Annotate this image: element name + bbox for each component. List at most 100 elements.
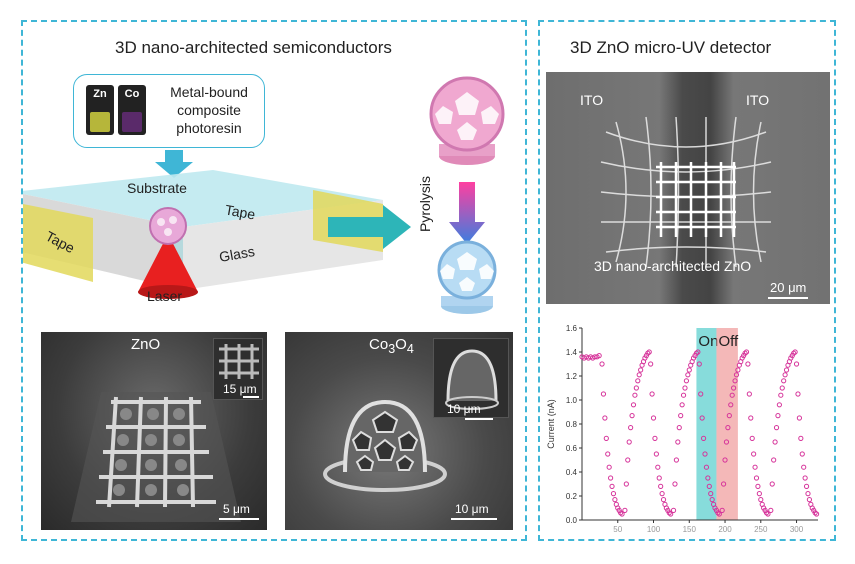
zn-liquid: [90, 112, 110, 132]
laser-label: Laser: [147, 288, 183, 304]
y-tick-label: 1.6: [566, 324, 578, 333]
data-point: [803, 483, 810, 489]
x-tick-label: 200: [718, 525, 732, 534]
data-point: [685, 372, 691, 378]
laser-cone: [138, 234, 198, 292]
zno-inset-scale-bar: [243, 396, 259, 398]
data-point: [600, 391, 607, 397]
data-point: [706, 483, 712, 489]
data-point: [686, 367, 692, 373]
co3o4-label-sub1: 3: [388, 342, 396, 356]
data-point: [680, 392, 687, 398]
data-point: [612, 497, 618, 503]
data-point: [802, 475, 808, 481]
data-point: [776, 402, 782, 408]
co3o4-dome: [323, 399, 447, 492]
substrate-label: Substrate: [127, 180, 187, 196]
zn-vial: Zn: [86, 85, 114, 135]
band-label-on: On: [698, 333, 718, 350]
zno-label: ZnO: [131, 336, 161, 353]
data-point: [603, 435, 609, 442]
data-point: [721, 481, 727, 487]
resin-line-3: photoresin: [176, 120, 242, 136]
data-point: [622, 507, 628, 513]
data-point: [628, 425, 634, 431]
data-point: [749, 435, 755, 442]
data-point: [632, 392, 638, 398]
data-point: [658, 483, 664, 489]
zno-inset-pattern: [219, 344, 259, 379]
data-point: [696, 361, 702, 367]
data-point: [655, 464, 661, 470]
print-buckyball: [149, 207, 187, 245]
left-panel: 3D nano-architected semiconductors Zn Co…: [21, 20, 527, 541]
pink-buckyball-icon: [429, 76, 505, 165]
pyrolysis-label: Pyrolysis: [417, 175, 433, 232]
data-point: [765, 511, 771, 517]
data-point: [755, 483, 761, 489]
data-point: [743, 349, 750, 355]
data-point: [728, 402, 734, 408]
data-point: [683, 378, 690, 384]
data-point: [599, 361, 605, 367]
data-point: [609, 483, 615, 489]
data-point: [649, 391, 655, 397]
data-point: [768, 507, 774, 513]
data-point: [793, 361, 800, 367]
data-point: [799, 451, 805, 457]
detector-caption: 3D nano-architected ZnO: [594, 258, 752, 274]
data-point: [678, 413, 684, 419]
data-point: [801, 464, 807, 470]
data-point: [756, 491, 762, 497]
y-tick-label: 0.6: [566, 444, 578, 453]
data-point: [783, 367, 790, 373]
data-point: [698, 391, 704, 397]
data-point: [779, 385, 785, 391]
zno-inset: [213, 338, 263, 400]
co3o4-inset-scale-label: 10 μm: [447, 402, 481, 416]
laser-base: [138, 285, 198, 299]
data-point: [626, 439, 632, 445]
data-point: [646, 349, 652, 355]
data-point: [703, 464, 710, 470]
data-point: [723, 439, 730, 445]
y-tick-label: 0.8: [566, 420, 578, 429]
data-point: [638, 367, 644, 373]
x-tick-label: 250: [754, 525, 768, 534]
data-point: [722, 457, 728, 463]
y-tick-label: 0.2: [566, 492, 578, 501]
y-tick-label: 0.0: [566, 516, 578, 525]
data-point: [682, 385, 688, 391]
y-axis-label: Current (nA): [546, 399, 556, 449]
zno-sem-image: ZnO 15 μm 5 μm: [41, 332, 267, 530]
data-point: [731, 385, 737, 391]
data-point: [735, 367, 741, 373]
x-tick-label: 300: [790, 525, 804, 534]
data-point: [659, 491, 665, 497]
data-point: [733, 372, 740, 378]
co3o4-label-mid: O: [395, 336, 407, 353]
co3o4-label: Co3O4: [369, 336, 414, 356]
data-point: [748, 415, 754, 421]
co3o4-sem-image: Co3O4 10 μm 10 μm: [285, 332, 513, 530]
x-tick-label: 150: [683, 525, 697, 534]
data-point: [648, 361, 654, 367]
data-point: [725, 425, 731, 431]
data-point: [705, 475, 711, 481]
detector-sem-image: ITO ITO 3D nano-architected ZnO 20 μm: [546, 72, 830, 304]
photoresin-box: Zn Co Metal-bound composite photoresin: [73, 74, 265, 148]
x-tick-label: 100: [647, 525, 661, 534]
data-point: [771, 457, 777, 463]
zno-scale-label: 5 μm: [223, 502, 250, 516]
resin-line-1: Metal-bound: [170, 84, 248, 100]
data-point: [709, 497, 715, 503]
data-point: [700, 435, 707, 442]
data-point: [679, 402, 685, 408]
zn-vial-label: Zn: [93, 88, 107, 100]
data-point: [633, 385, 639, 391]
data-point: [695, 349, 701, 355]
data-point: [772, 439, 778, 445]
data-point: [752, 464, 758, 470]
down-arrow-icon: [155, 150, 193, 178]
right-panel-title: 3D ZnO micro-UV detector: [570, 38, 772, 57]
